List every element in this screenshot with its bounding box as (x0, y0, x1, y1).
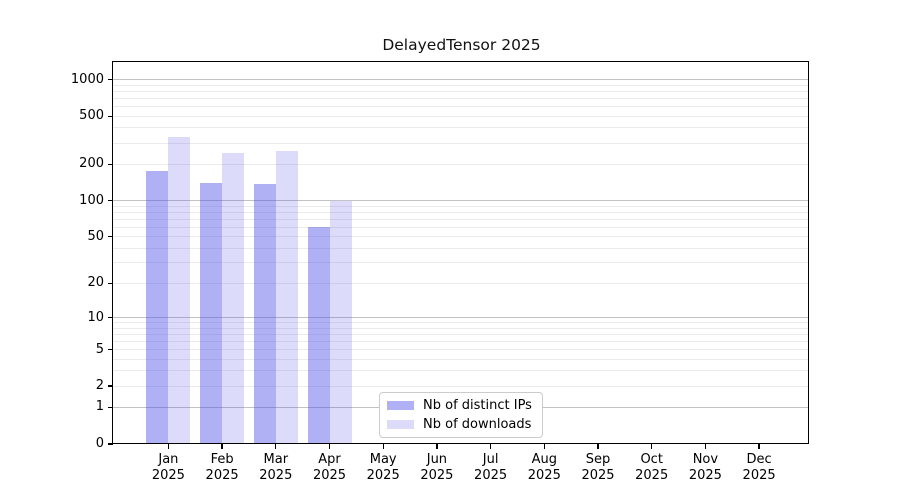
x-tick (382, 444, 384, 449)
bar-downloads-feb (222, 152, 245, 443)
x-tick (704, 444, 707, 449)
x-tick (275, 444, 277, 449)
x-tick-label: Mar 2025 (259, 452, 293, 483)
minor-gridline (113, 205, 808, 207)
major-gridline (113, 317, 808, 319)
major-gridline (113, 79, 808, 81)
minor-gridline (113, 211, 808, 213)
x-tick (167, 444, 170, 449)
minor-gridline (113, 98, 808, 99)
minor-gridline (113, 115, 808, 117)
minor-gridline (113, 90, 808, 92)
bar-downloads-jan (168, 137, 191, 443)
y-tick-label: 50 (87, 228, 104, 244)
y-tick (108, 199, 113, 202)
minor-gridline (113, 282, 808, 284)
bar-distinct-ips-mar (253, 183, 276, 443)
x-tick-label: Jun 2025 (420, 452, 454, 483)
bar-distinct-ips-jan (146, 171, 169, 443)
plot-area (112, 61, 809, 444)
minor-gridline (113, 322, 808, 324)
x-tick (543, 444, 545, 449)
legend-swatch-distinct-ips (387, 401, 414, 410)
minor-gridline (113, 370, 808, 372)
minor-gridline (113, 327, 808, 329)
x-tick-label: Jul 2025 (474, 452, 508, 483)
y-tick-label: 5 (95, 341, 104, 357)
x-tick-label: Oct 2025 (635, 452, 669, 483)
bar-downloads-apr (329, 200, 352, 443)
y-tick (108, 443, 113, 445)
minor-gridline (113, 349, 808, 351)
legend-label-downloads: Nb of downloads (423, 417, 532, 432)
x-tick (221, 444, 223, 449)
y-tick (108, 348, 113, 351)
legend-item-downloads: Nb of downloads (387, 417, 534, 432)
y-tick-label: 500 (79, 108, 104, 124)
x-tick-label: Sep 2025 (581, 452, 615, 483)
minor-gridline (113, 226, 808, 228)
x-tick-label: Feb 2025 (205, 452, 239, 483)
y-tick-label: 200 (79, 156, 104, 172)
chart-title: DelayedTensor 2025 (382, 36, 541, 54)
x-tick-label: Apr 2025 (312, 452, 347, 483)
major-gridline (113, 200, 808, 202)
legend-item-distinct-ips: Nb of distinct IPs (387, 398, 534, 413)
bar-downloads-mar (275, 150, 298, 443)
minor-gridline (113, 333, 808, 335)
legend-swatch-downloads (387, 420, 414, 429)
x-tick (328, 444, 331, 449)
legend-box: Nb of distinct IPs Nb of downloads (379, 392, 543, 438)
y-tick-label: 10 (87, 309, 104, 325)
y-tick (108, 385, 113, 387)
minor-gridline (113, 142, 808, 144)
x-tick-label: Jan 2025 (151, 452, 185, 483)
x-tick-label: Dec 2025 (742, 452, 776, 483)
x-tick-label: Aug 2025 (527, 452, 561, 483)
minor-gridline (113, 247, 808, 249)
minor-gridline (113, 385, 808, 387)
y-tick (108, 163, 113, 166)
x-tick (489, 444, 492, 449)
minor-gridline (113, 163, 808, 165)
y-tick (108, 235, 113, 238)
y-tick (108, 406, 113, 409)
y-tick (108, 115, 113, 117)
x-tick (651, 444, 653, 449)
bar-distinct-ips-feb (200, 183, 223, 443)
y-tick-label: 1000 (70, 71, 104, 87)
y-tick-label: 0 (95, 436, 104, 451)
y-tick-label: 1 (95, 399, 104, 415)
minor-gridline (113, 84, 808, 86)
minor-gridline (113, 358, 808, 360)
y-tick-label: 2 (95, 378, 104, 394)
y-tick (108, 316, 113, 319)
y-tick-label: 20 (87, 275, 104, 291)
minor-gridline (113, 236, 808, 238)
x-tick (597, 444, 599, 449)
x-tick (436, 444, 438, 449)
legend-label-distinct-ips: Nb of distinct IPs (423, 398, 532, 413)
y-tick (108, 282, 113, 285)
x-tick-label: May 2025 (366, 452, 400, 483)
x-tick (758, 444, 760, 449)
bar-distinct-ips-apr (307, 227, 330, 443)
minor-gridline (113, 262, 808, 264)
y-tick (108, 79, 113, 81)
minor-gridline (113, 218, 808, 220)
minor-gridline (113, 106, 808, 108)
y-tick-label: 100 (79, 192, 104, 208)
x-tick-label: Nov 2025 (688, 452, 722, 483)
minor-gridline (113, 340, 808, 342)
minor-gridline (113, 127, 808, 129)
